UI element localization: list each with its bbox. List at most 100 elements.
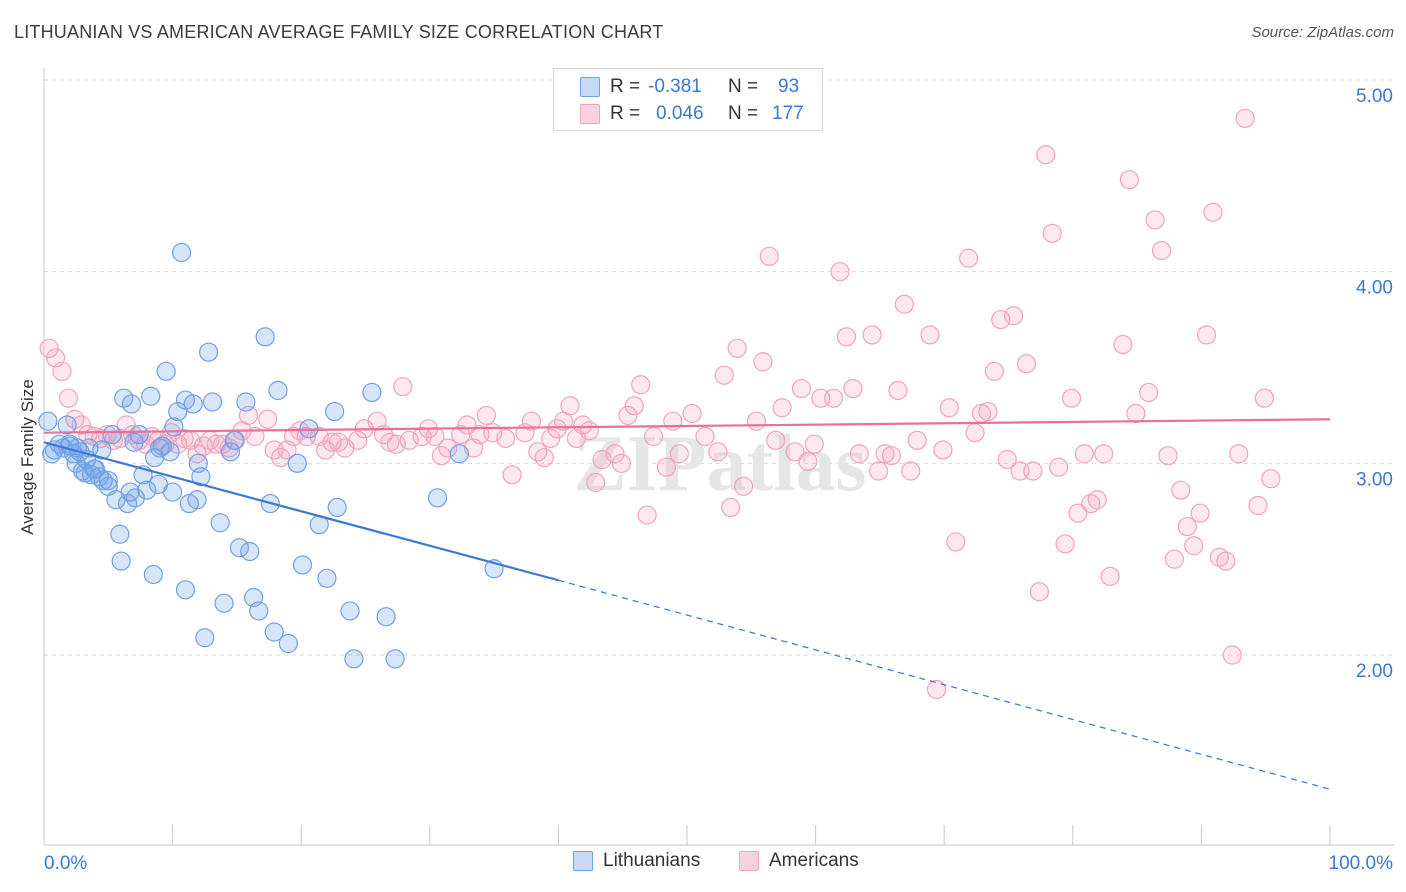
lithuanian-trend-line xyxy=(43,441,559,582)
american-point xyxy=(894,294,914,314)
american-point xyxy=(393,377,413,397)
american-point xyxy=(1229,444,1249,464)
lithuanian-point xyxy=(125,488,145,508)
y-tick-label: 5.00 xyxy=(1356,86,1393,107)
american-point xyxy=(1196,325,1217,345)
american-point xyxy=(785,442,805,462)
american-point xyxy=(1036,145,1056,165)
american-point xyxy=(869,461,889,481)
american-point xyxy=(901,461,921,481)
american-point xyxy=(1023,461,1043,481)
american-point xyxy=(624,396,644,416)
american-point xyxy=(399,430,419,450)
american-point xyxy=(727,338,747,358)
data-points xyxy=(38,108,1281,700)
american-point xyxy=(1177,516,1197,537)
lithuanian-point xyxy=(210,513,230,533)
axes xyxy=(43,68,1395,846)
american-point xyxy=(643,426,664,447)
legend-row-lithuanians: R = -0.381 N = 93 xyxy=(554,74,799,100)
legend-n-label: N = xyxy=(728,103,759,124)
american-point xyxy=(1049,457,1069,477)
american-point xyxy=(939,398,959,418)
bottom-legend-swatch-blue xyxy=(573,851,593,871)
american-point xyxy=(1055,534,1075,554)
american-point xyxy=(1004,306,1024,326)
chart-title: LITHUANIAN VS AMERICAN AVERAGE FAMILY SI… xyxy=(14,22,664,42)
legend-r-label: R = xyxy=(610,103,641,124)
lithuanian-point xyxy=(156,361,176,381)
lithuanian-point xyxy=(292,555,313,575)
american-point xyxy=(798,451,818,472)
american-point xyxy=(682,403,702,424)
lithuanian-point xyxy=(327,497,347,518)
american-point xyxy=(457,415,477,435)
american-point xyxy=(438,438,458,458)
lithuanian-point xyxy=(102,424,122,445)
legend-row-americans: R = 0.046 N = 177 xyxy=(554,101,804,127)
american-point xyxy=(541,428,561,449)
lithuanian-point xyxy=(249,601,269,621)
lithuanian-point xyxy=(92,440,112,460)
american-point xyxy=(1145,210,1165,230)
lithuanian-point xyxy=(278,633,298,654)
american-point xyxy=(830,262,850,282)
american-point xyxy=(766,430,786,450)
american-point xyxy=(714,365,734,385)
american-point xyxy=(348,430,368,450)
lithuanian-point xyxy=(150,438,170,458)
lithuanian-point xyxy=(188,453,208,473)
american-point xyxy=(1126,403,1146,424)
lithuanian-point xyxy=(137,480,157,500)
american-point xyxy=(637,505,657,525)
american-point xyxy=(663,411,683,431)
lithuanian-point xyxy=(240,541,260,562)
american-point xyxy=(71,415,91,435)
american-point xyxy=(1222,645,1242,665)
lithuanian-point xyxy=(229,538,250,558)
lithuanian-point xyxy=(120,482,140,502)
american-point xyxy=(611,453,632,473)
lithuanian-point xyxy=(220,442,241,462)
y-axis-title: Average Family Size xyxy=(18,379,37,535)
american-point xyxy=(997,449,1017,470)
american-point xyxy=(586,472,606,493)
american-point xyxy=(881,446,902,466)
american-point xyxy=(502,465,522,485)
american-point xyxy=(791,378,812,399)
lithuanian-point xyxy=(362,382,382,403)
american-point xyxy=(888,380,908,401)
lithuanian-point xyxy=(67,438,88,458)
american-point xyxy=(1100,566,1120,587)
american-point xyxy=(1029,582,1049,602)
y-tick-label: 2.00 xyxy=(1356,661,1393,682)
american-point xyxy=(836,327,857,347)
legend-r-value: 0.046 xyxy=(656,103,704,124)
american-point xyxy=(862,325,882,345)
lithuanian-point xyxy=(187,490,207,510)
y-tick-label: 3.00 xyxy=(1356,469,1393,490)
legend-r-value: -0.381 xyxy=(648,76,702,97)
american-point xyxy=(1216,551,1236,571)
source-credit: Source: ZipAtlas.com xyxy=(1251,24,1394,41)
american-point xyxy=(824,388,844,408)
lithuanian-point xyxy=(143,564,163,585)
american-point xyxy=(1139,382,1159,403)
x-tick-label: 100.0% xyxy=(1329,853,1394,874)
american-point xyxy=(721,497,741,518)
american-point xyxy=(733,476,754,496)
american-point xyxy=(560,396,580,416)
american-point xyxy=(476,405,496,426)
american-point xyxy=(849,444,869,464)
lithuanian-point xyxy=(287,453,307,473)
correlation-legend: R = -0.381 N = 93 R = 0.046 N = 177 xyxy=(553,68,823,131)
lithuanian-point xyxy=(264,622,284,642)
american-point xyxy=(933,440,953,460)
american-point xyxy=(521,411,541,431)
american-point xyxy=(187,444,207,464)
lithuanian-point xyxy=(160,442,180,462)
american-point xyxy=(1158,446,1178,466)
american-point xyxy=(547,419,567,439)
american-point xyxy=(386,434,406,454)
